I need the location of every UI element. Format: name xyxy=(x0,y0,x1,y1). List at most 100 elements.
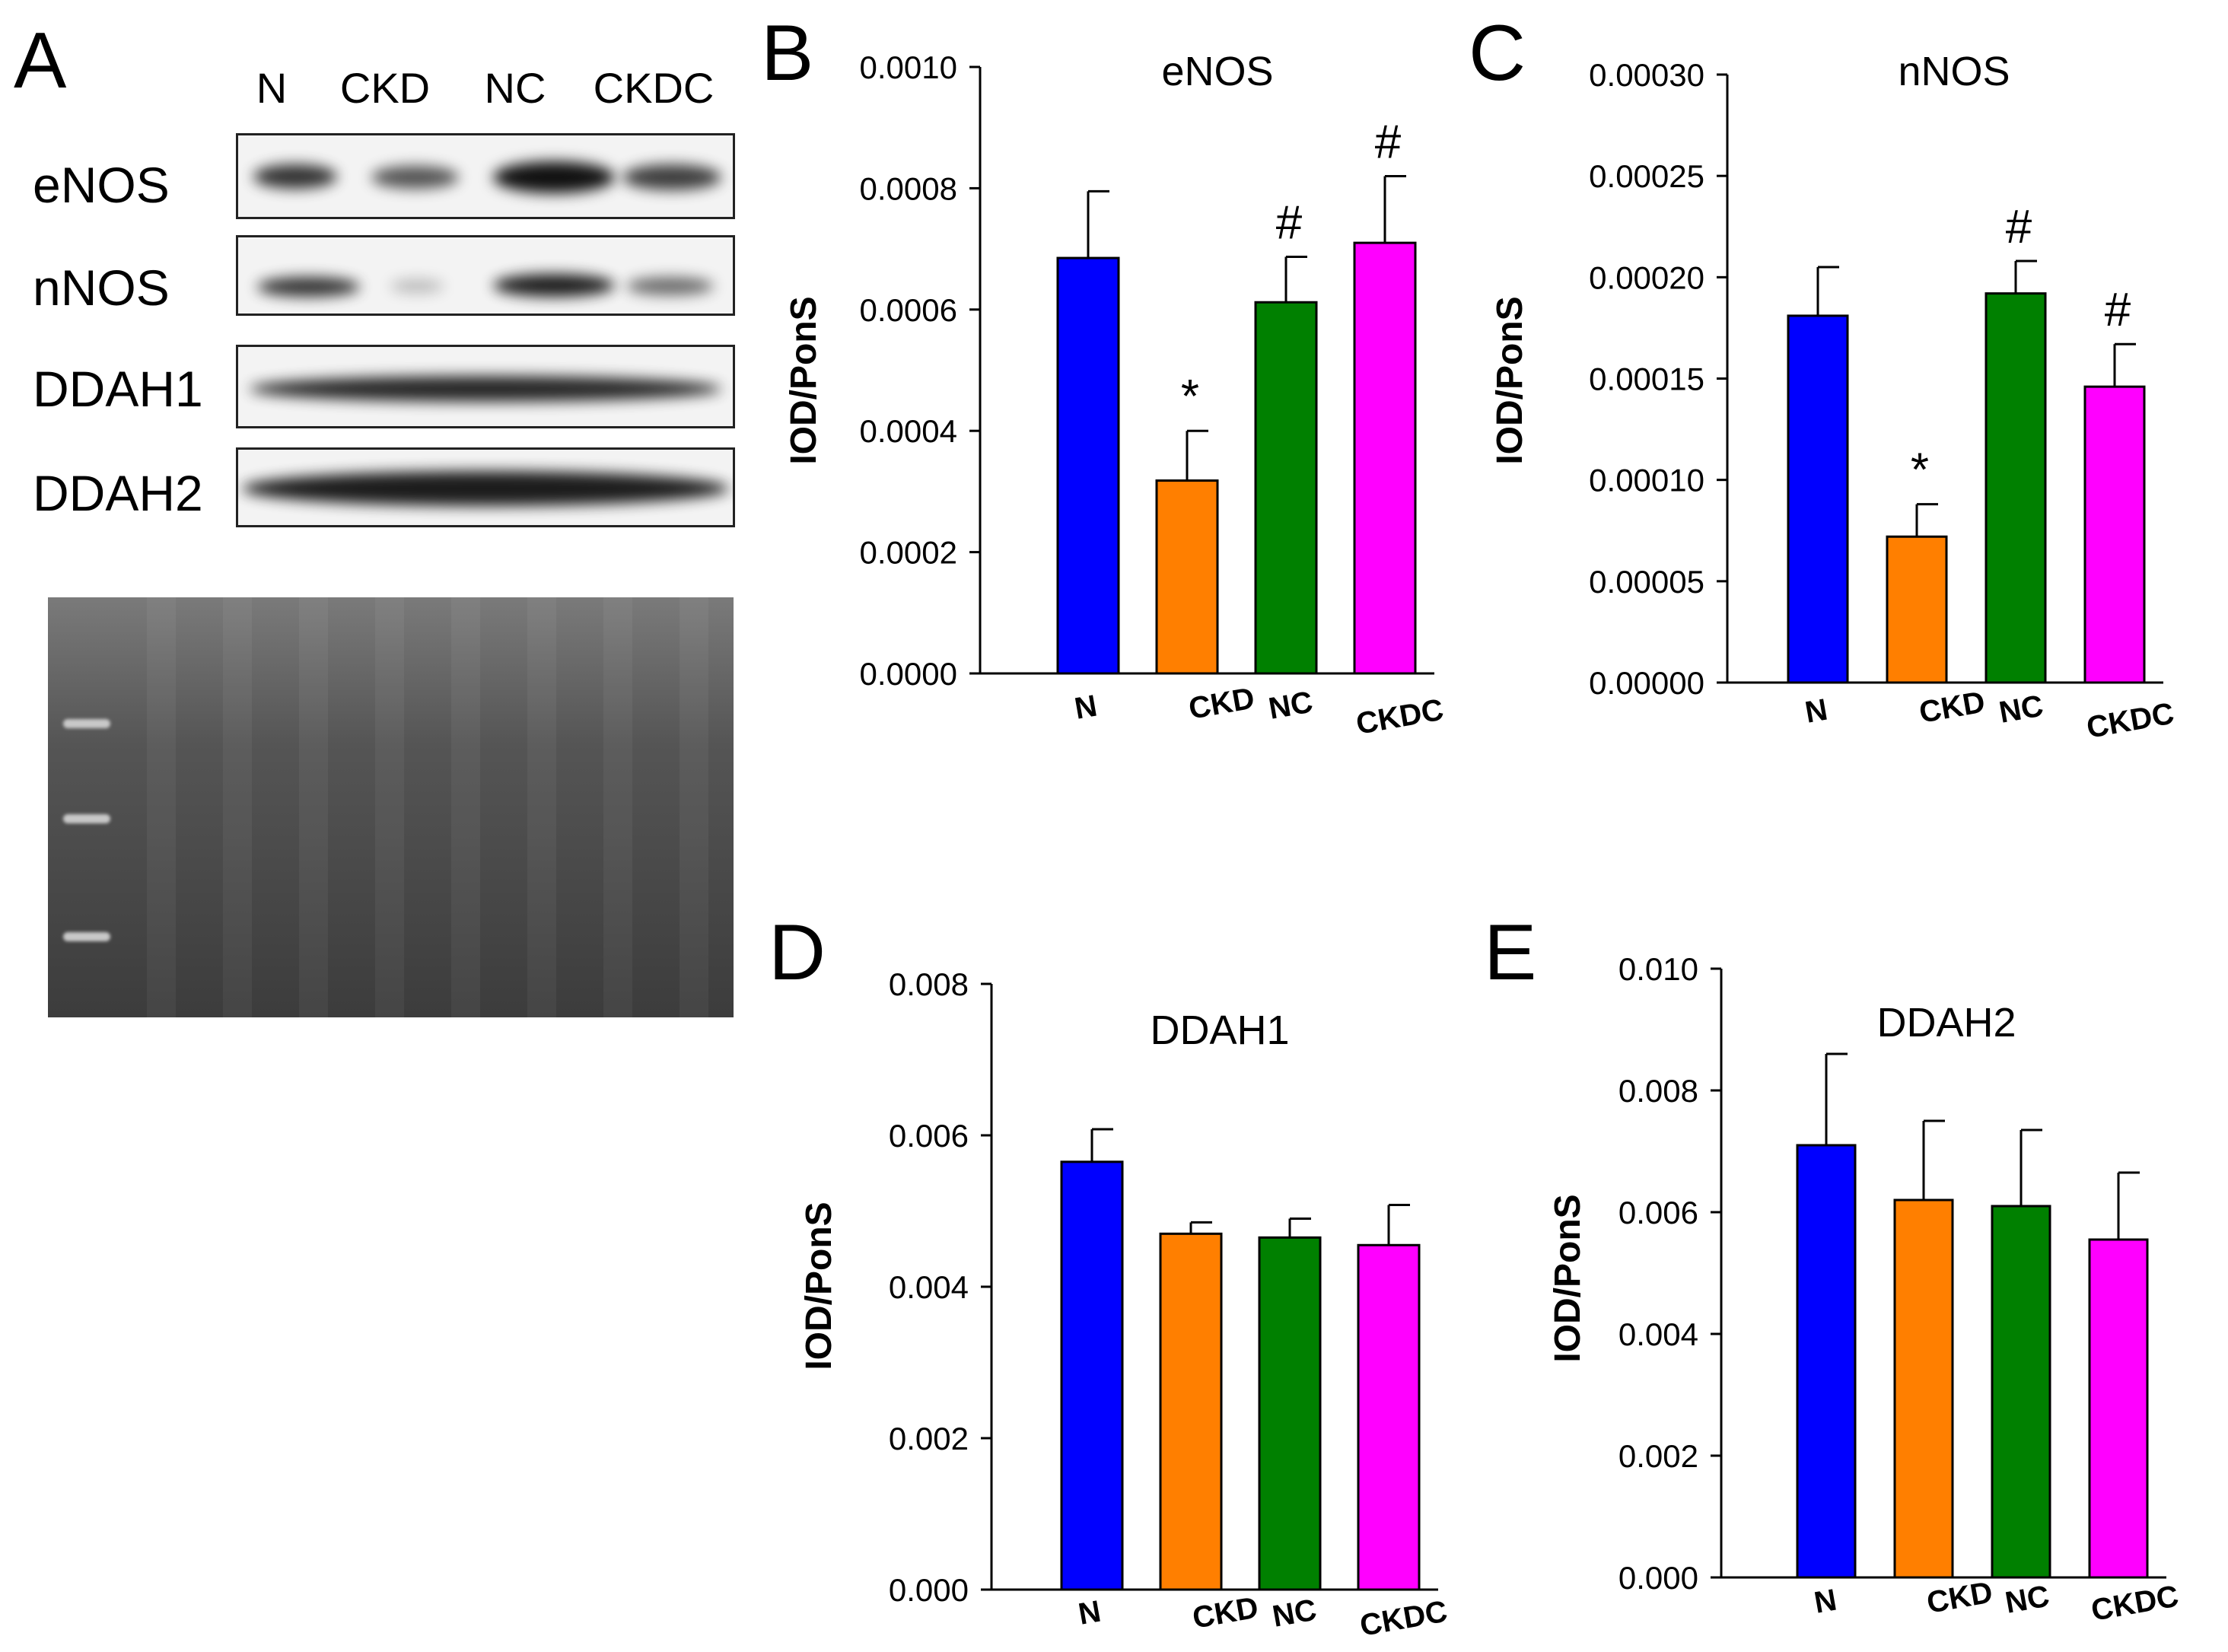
panel-letter-a: A xyxy=(14,17,67,105)
bar xyxy=(1159,1232,1223,1591)
blot-lane-label: NC xyxy=(484,64,546,112)
chart-title: DDAH1 xyxy=(1150,1007,1289,1053)
y-tick-label: 0.004 xyxy=(1618,1316,1698,1352)
y-tick-label: 0.0004 xyxy=(860,413,957,449)
bar xyxy=(2083,385,2146,684)
blot-band xyxy=(250,376,721,402)
blot-row-label: DDAH2 xyxy=(33,465,203,521)
x-tick-label: N xyxy=(1812,1584,1839,1620)
significance-marker: # xyxy=(1375,116,1402,168)
bar xyxy=(1060,1160,1124,1591)
y-axis-label: IOD/PonS xyxy=(799,1202,839,1370)
gel-marker-band xyxy=(63,932,110,941)
y-tick-label: 0.00005 xyxy=(1589,564,1704,600)
x-tick-label: NC xyxy=(1997,689,2046,729)
significance-marker: * xyxy=(1911,444,1929,497)
panel-letter-c: C xyxy=(1469,9,1526,97)
blot-band xyxy=(622,164,721,190)
y-tick-label: 0.0006 xyxy=(860,292,957,328)
y-tick-label: 0.008 xyxy=(1618,1073,1698,1109)
blot-lane-label: N xyxy=(256,64,288,112)
y-tick-label: 0.00020 xyxy=(1589,259,1704,295)
x-tick-label: CKDC xyxy=(1357,1594,1450,1642)
bar xyxy=(1254,301,1318,675)
bar xyxy=(1796,1144,1857,1579)
bar xyxy=(1991,1205,2051,1579)
blot-band xyxy=(626,277,714,295)
gel-lane xyxy=(451,597,480,1017)
y-axis-label: IOD/PonS xyxy=(784,296,824,464)
bar xyxy=(2088,1238,2149,1579)
blot-band xyxy=(371,166,459,189)
bar xyxy=(1893,1198,1954,1579)
significance-marker: # xyxy=(1276,196,1303,249)
significance-marker: # xyxy=(2105,284,2131,336)
blot-band xyxy=(390,279,444,293)
blot-row-label: DDAH1 xyxy=(33,361,203,417)
bar xyxy=(1886,535,1948,684)
y-axis-label: IOD/PonS xyxy=(1490,296,1530,464)
blot-strip-nnos xyxy=(236,235,735,316)
x-tick-label: CKD xyxy=(1924,1575,1995,1619)
blot-lane-label: CKD xyxy=(339,64,431,112)
x-tick-label: CKDC xyxy=(2084,696,2176,744)
y-tick-label: 0.00025 xyxy=(1589,158,1704,194)
y-tick-label: 0.000 xyxy=(889,1572,969,1608)
blot-strip-ddah1 xyxy=(236,345,735,428)
significance-marker: * xyxy=(1181,371,1199,423)
y-axis-label: IOD/PonS xyxy=(1548,1194,1588,1362)
x-tick-label: NC xyxy=(1266,685,1316,725)
gel-lane xyxy=(375,597,404,1017)
gel-lane xyxy=(223,597,252,1017)
x-tick-label: CKDC xyxy=(2089,1579,2181,1627)
y-tick-label: 0.002 xyxy=(1618,1438,1698,1474)
ponceau-stain-gel xyxy=(48,597,734,1017)
blot-band xyxy=(257,277,360,297)
blot-band xyxy=(242,471,729,506)
bar xyxy=(1787,314,1849,684)
blot-strip-enos xyxy=(236,133,735,219)
panel-letter-b: B xyxy=(761,9,814,97)
y-tick-label: 0.00015 xyxy=(1589,361,1704,397)
panel-letter-d: D xyxy=(769,909,826,997)
y-tick-label: 0.0008 xyxy=(860,170,957,206)
blot-row-label: nNOS xyxy=(33,259,170,316)
y-tick-label: 0.006 xyxy=(1618,1195,1698,1230)
blot-band xyxy=(493,274,615,297)
x-tick-label: CKD xyxy=(1190,1590,1261,1634)
gel-marker-band xyxy=(63,814,110,823)
bar xyxy=(1985,292,2047,684)
gel-lane xyxy=(603,597,632,1017)
blot-band xyxy=(493,161,615,193)
chart-title: DDAH2 xyxy=(1876,1000,2016,1046)
y-tick-label: 0.000 xyxy=(1618,1560,1698,1596)
gel-lane xyxy=(147,597,176,1017)
x-tick-label: CKDC xyxy=(1354,692,1446,740)
y-tick-label: 0.00030 xyxy=(1589,57,1704,93)
bar xyxy=(1357,1243,1421,1591)
blot-row-label: eNOS xyxy=(33,157,170,213)
x-tick-label: NC xyxy=(1270,1593,1319,1633)
y-tick-label: 0.002 xyxy=(889,1421,969,1456)
x-tick-label: N xyxy=(1803,693,1830,730)
gel-marker-band xyxy=(63,719,110,728)
significance-marker: # xyxy=(2006,201,2032,253)
x-tick-label: N xyxy=(1076,1595,1103,1631)
x-tick-label: CKD xyxy=(1186,681,1257,725)
blot-lane-label: CKDC xyxy=(593,64,715,112)
x-tick-label: CKD xyxy=(1917,685,1988,729)
chart-title: eNOS xyxy=(1161,49,1273,94)
blot-band xyxy=(253,164,337,189)
x-tick-label: NC xyxy=(2003,1579,2052,1619)
y-tick-label: 0.00000 xyxy=(1589,665,1704,701)
gel-lane xyxy=(527,597,556,1017)
y-tick-label: 0.00010 xyxy=(1589,463,1704,498)
gel-lane xyxy=(299,597,328,1017)
y-tick-label: 0.008 xyxy=(889,966,969,1002)
bar xyxy=(1155,479,1219,675)
y-tick-label: 0.010 xyxy=(1618,951,1698,987)
bar xyxy=(1353,241,1417,675)
panel-letter-e: E xyxy=(1484,909,1537,997)
bar xyxy=(1258,1236,1322,1591)
